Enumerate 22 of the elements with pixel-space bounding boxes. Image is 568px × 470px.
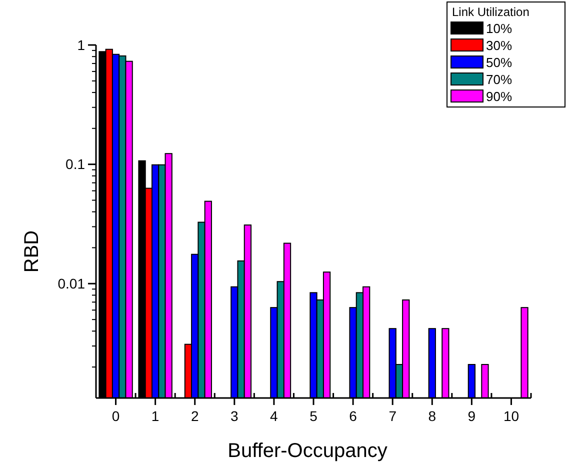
y-tick-label: 0.1	[66, 156, 86, 172]
legend-label: 90%	[486, 89, 512, 104]
legend-label: 10%	[486, 21, 512, 36]
x-tick-label: 6	[349, 408, 358, 424]
legend-label: 50%	[486, 55, 512, 70]
x-tick-label: 2	[190, 408, 199, 424]
x-axis-title: Buffer-Occupancy	[228, 440, 388, 462]
y-axis-title: RBD	[21, 230, 43, 273]
x-tick-label: 5	[310, 408, 318, 424]
x-tick-label: 3	[230, 408, 239, 424]
legend-title: Link Utilization	[452, 5, 530, 19]
x-tick-label: 9	[468, 408, 476, 424]
y-tick-label: 1	[77, 36, 86, 53]
legend-label: 70%	[486, 72, 512, 87]
x-tick-label: 8	[428, 408, 436, 424]
x-tick-label: 4	[270, 408, 278, 424]
x-tick-label: 10	[503, 408, 520, 424]
legend-label: 30%	[486, 38, 512, 53]
y-tick-label: 0.01	[58, 276, 86, 292]
x-tick-label: 0	[112, 408, 120, 424]
x-tick-label: 1	[151, 408, 160, 424]
x-tick-label: 7	[388, 408, 397, 424]
